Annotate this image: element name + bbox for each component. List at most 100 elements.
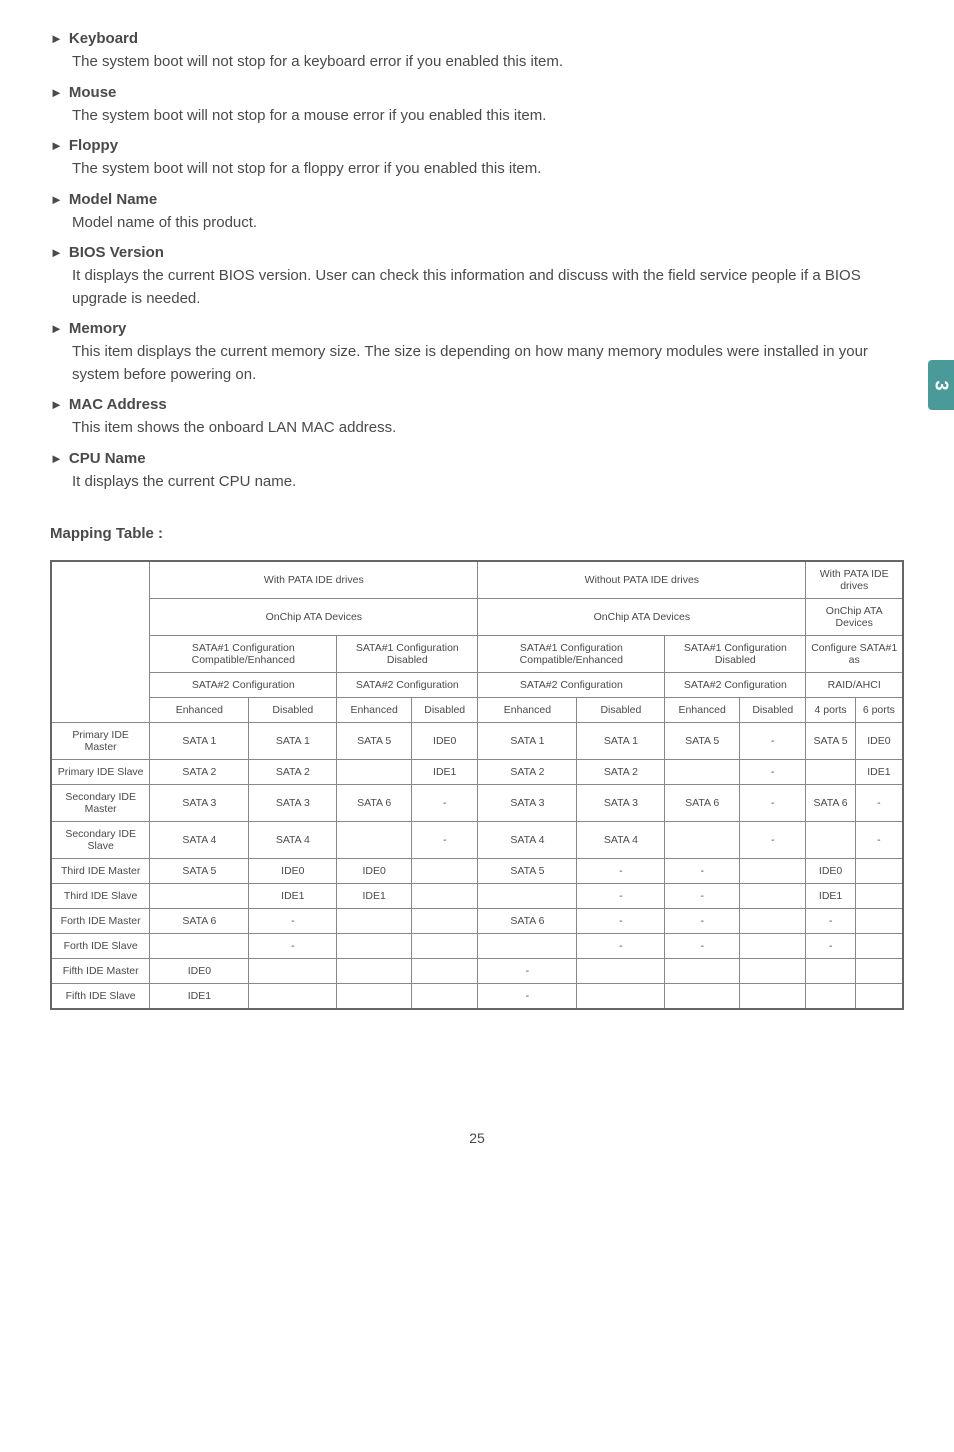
section-title: BIOS Version [69, 244, 164, 261]
side-tab-num: 3 [930, 380, 951, 390]
table-cell: IDE1 [412, 760, 478, 785]
col-group: SATA#1 Configuration Compatible/Enhanced [478, 636, 665, 673]
table-cell: SATA 4 [478, 822, 577, 859]
col-group: With PATA IDE drives [150, 561, 478, 599]
col-group: SATA#2 Configuration [665, 673, 806, 698]
table-cell: SATA 1 [478, 723, 577, 760]
table-cell [806, 760, 855, 785]
table-cell: SATA 5 [665, 723, 740, 760]
table-cell: SATA 4 [150, 822, 249, 859]
table-cell [412, 909, 478, 934]
table-cell: SATA 1 [249, 723, 337, 760]
table-cell: SATA 5 [337, 723, 412, 760]
table-cell: - [665, 884, 740, 909]
table-cell: SATA 2 [478, 760, 577, 785]
table-cell: SATA 2 [150, 760, 249, 785]
section-bios-version: ► BIOS Version [50, 244, 904, 261]
table-cell: SATA 3 [249, 785, 337, 822]
table-cell [150, 934, 249, 959]
table-corner [51, 561, 150, 723]
section-desc: This item shows the onboard LAN MAC addr… [72, 417, 904, 440]
col-head: Enhanced [150, 698, 249, 723]
table-cell [478, 884, 577, 909]
col-group: OnChip ATA Devices [478, 599, 806, 636]
table-cell [665, 760, 740, 785]
section-mac-address: ► MAC Address [50, 396, 904, 413]
table-cell: IDE0 [249, 859, 337, 884]
table-cell [855, 909, 903, 934]
table-cell [740, 884, 806, 909]
table-cell: - [412, 785, 478, 822]
table-cell: - [740, 785, 806, 822]
table-cell: SATA 1 [577, 723, 665, 760]
table-cell [337, 959, 412, 984]
table-cell: SATA 6 [337, 785, 412, 822]
table-row-label: Third IDE Slave [51, 884, 150, 909]
table-cell [412, 884, 478, 909]
table-cell: SATA 6 [806, 785, 855, 822]
table-cell: - [478, 959, 577, 984]
table-cell: SATA 3 [478, 785, 577, 822]
section-title: Mouse [69, 84, 117, 101]
table-cell [740, 984, 806, 1010]
table-cell: - [806, 909, 855, 934]
section-desc: The system boot will not stop for a mous… [72, 105, 904, 128]
table-cell [478, 934, 577, 959]
table-cell [855, 984, 903, 1010]
table-cell [665, 822, 740, 859]
col-group: Configure SATA#1 as [806, 636, 903, 673]
table-cell: - [665, 909, 740, 934]
table-cell: - [478, 984, 577, 1010]
table-cell: IDE0 [412, 723, 478, 760]
table-cell [337, 822, 412, 859]
table-cell: - [806, 934, 855, 959]
table-cell: - [577, 884, 665, 909]
table-cell [412, 934, 478, 959]
col-head: Disabled [740, 698, 806, 723]
table-row-label: Primary IDE Master [51, 723, 150, 760]
table-cell: SATA 5 [806, 723, 855, 760]
table-row-label: Secondary IDE Master [51, 785, 150, 822]
col-group: SATA#1 Configuration Disabled [337, 636, 478, 673]
table-cell [412, 959, 478, 984]
table-cell [577, 959, 665, 984]
col-head: Enhanced [478, 698, 577, 723]
mapping-title: Mapping Table : [50, 525, 904, 542]
arrow-icon: ► [50, 321, 63, 336]
table-row-label: Forth IDE Master [51, 909, 150, 934]
col-head: Disabled [577, 698, 665, 723]
table-cell: SATA 6 [150, 909, 249, 934]
table-cell [740, 909, 806, 934]
section-title: CPU Name [69, 450, 146, 467]
table-cell [577, 984, 665, 1010]
table-cell [412, 984, 478, 1010]
table-cell: - [740, 723, 806, 760]
col-head: 4 ports [806, 698, 855, 723]
section-memory: ► Memory [50, 320, 904, 337]
table-cell: IDE1 [150, 984, 249, 1010]
col-head: 6 ports [855, 698, 903, 723]
table-cell: - [249, 934, 337, 959]
table-cell: IDE1 [337, 884, 412, 909]
table-cell: SATA 4 [577, 822, 665, 859]
table-cell: IDE1 [855, 760, 903, 785]
table-cell: - [249, 909, 337, 934]
table-cell: IDE0 [855, 723, 903, 760]
table-row-label: Fifth IDE Slave [51, 984, 150, 1010]
col-group: With PATA IDE drives [806, 561, 903, 599]
table-cell [412, 859, 478, 884]
table-cell [337, 909, 412, 934]
table-cell: - [740, 822, 806, 859]
sections-list: ► Keyboard The system boot will not stop… [50, 30, 904, 493]
col-head: Enhanced [337, 698, 412, 723]
table-cell: IDE0 [806, 859, 855, 884]
table-cell: SATA 6 [665, 785, 740, 822]
page-number: 25 [50, 1130, 904, 1146]
section-mouse: ► Mouse [50, 84, 904, 101]
table-cell: IDE1 [249, 884, 337, 909]
table-cell: SATA 5 [478, 859, 577, 884]
arrow-icon: ► [50, 31, 63, 46]
col-group: OnChip ATA Devices [806, 599, 903, 636]
arrow-icon: ► [50, 245, 63, 260]
section-floppy: ► Floppy [50, 137, 904, 154]
